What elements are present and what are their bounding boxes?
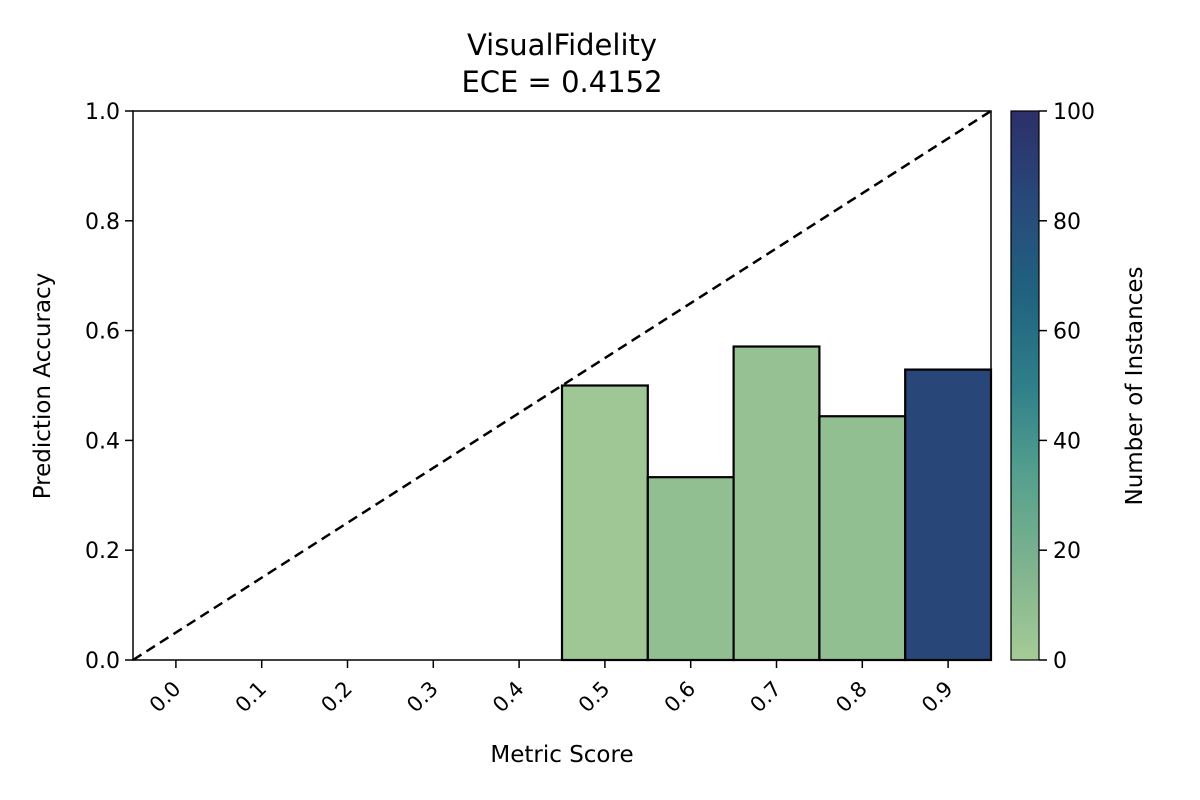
y-tick-label-1: 0.2	[85, 539, 120, 564]
y-tick-label-3: 0.6	[85, 320, 120, 345]
x-tick-label-0: 0.0	[145, 677, 186, 718]
bar-3	[818, 415, 907, 662]
bar-2	[732, 345, 821, 662]
chart-subtitle: ECE = 0.4152	[461, 65, 662, 99]
y-axis: 0.0 0.2 0.4 0.6 0.8 1.0	[85, 100, 133, 674]
x-axis-label: Metric Score	[490, 742, 633, 768]
x-tick-label-8: 0.8	[831, 677, 872, 718]
y-axis-label: Prediction Accuracy	[30, 273, 56, 500]
bar-1	[646, 476, 735, 662]
colorbar-tick-label-2: 40	[1053, 429, 1081, 454]
bars-layer	[560, 345, 993, 662]
colorbar-axis: 0 20 40 60 80 100	[1039, 100, 1095, 674]
x-tick-label-4: 0.4	[488, 677, 529, 718]
x-tick-label-3: 0.3	[402, 677, 443, 718]
x-tick-label-7: 0.7	[745, 677, 786, 718]
x-tick-label-9: 0.9	[917, 677, 958, 718]
colorbar	[1010, 110, 1040, 661]
x-tick-label-1: 0.1	[231, 677, 272, 718]
colorbar-label: Number of Instances	[1122, 267, 1148, 506]
y-tick-label-4: 0.8	[85, 210, 120, 235]
perfect-calibration-line	[132, 109, 992, 662]
colorbar-tick-label-0: 0	[1053, 649, 1067, 674]
bar-4	[904, 368, 993, 662]
y-tick-label-5: 1.0	[85, 100, 120, 125]
x-tick-label-2: 0.2	[316, 677, 357, 718]
colorbar-tick-label-1: 20	[1053, 539, 1081, 564]
chart-title: VisualFidelity	[467, 28, 657, 62]
colorbar-tick-label-3: 60	[1053, 320, 1081, 345]
x-axis: 0.0 0.1 0.2 0.3 0.4 0.5 0.6 0.7 0.8 0.9	[145, 660, 958, 717]
colorbar-tick-label-4: 80	[1053, 210, 1081, 235]
y-tick-label-0: 0.0	[85, 649, 120, 674]
bar-0	[560, 384, 649, 662]
colorbar-tick-label-5: 100	[1053, 100, 1095, 125]
x-tick-label-6: 0.6	[660, 677, 701, 718]
x-tick-label-5: 0.5	[574, 677, 615, 718]
plot-frame	[132, 110, 992, 661]
y-tick-label-2: 0.4	[85, 429, 120, 454]
